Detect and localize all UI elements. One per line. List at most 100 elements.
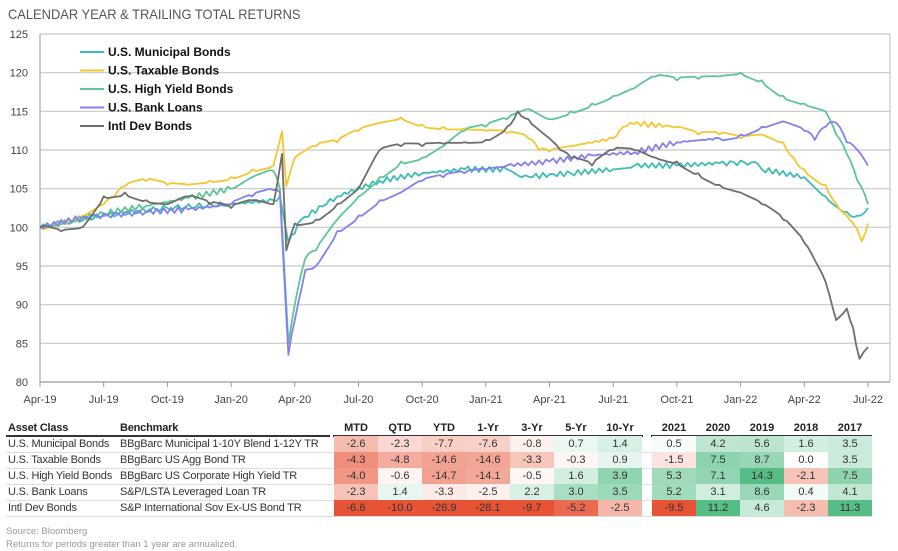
y-tick-label: 85 bbox=[16, 338, 28, 350]
column-header: Asset Class bbox=[8, 422, 69, 434]
x-tick-label: Apr-20 bbox=[278, 394, 311, 406]
return-cell: -3.3 bbox=[510, 452, 554, 468]
return-cell: -14.6 bbox=[466, 452, 510, 468]
return-cell: 3.1 bbox=[696, 484, 740, 500]
y-tick-label: 95 bbox=[16, 261, 28, 273]
benchmark-cell: BBgBarc Municipal 1-10Y Blend 1-12Y TR bbox=[120, 438, 319, 450]
x-tick-label: Apr-19 bbox=[23, 394, 56, 406]
x-tick-label: Jan-22 bbox=[724, 394, 758, 406]
return-cell: -5.2 bbox=[554, 500, 598, 516]
x-tick-label: Jul-21 bbox=[598, 394, 628, 406]
return-cell: 0.4 bbox=[784, 484, 828, 500]
legend-label-loans: U.S. Bank Loans bbox=[108, 101, 203, 115]
return-cell: -2.3 bbox=[784, 500, 828, 516]
header-rule bbox=[651, 435, 872, 437]
x-tick-label: Apr-21 bbox=[533, 394, 566, 406]
return-cell: 3.0 bbox=[554, 484, 598, 500]
return-cell: -0.6 bbox=[378, 468, 422, 484]
return-cell: 3.5 bbox=[598, 484, 642, 500]
return-cell: -14.1 bbox=[466, 468, 510, 484]
return-cell: -4.3 bbox=[334, 452, 378, 468]
return-cell: 1.6 bbox=[554, 468, 598, 484]
annualized-note: Returns for periods greater than 1 year … bbox=[6, 539, 238, 550]
return-cell: -28.1 bbox=[466, 500, 510, 516]
legend-label-muni: U.S. Municipal Bonds bbox=[108, 45, 231, 59]
x-tick-label: Jul-22 bbox=[853, 394, 883, 406]
return-cell: -3.3 bbox=[422, 484, 466, 500]
table-row: U.S. Municipal Bonds BBgBarc Municipal 1-… bbox=[6, 436, 872, 453]
benchmark-cell: S&P International Sov Ex-US Bond TR bbox=[120, 502, 302, 514]
return-cell: -2.1 bbox=[784, 468, 828, 484]
x-tick-label: Oct-21 bbox=[660, 394, 693, 406]
series-line-muni bbox=[39, 159, 869, 244]
return-cell: -2.5 bbox=[598, 500, 642, 516]
column-header: QTD bbox=[388, 422, 412, 434]
return-cell: 4.1 bbox=[828, 484, 872, 500]
y-tick-label: 120 bbox=[10, 68, 28, 80]
return-cell: -26.9 bbox=[422, 500, 466, 516]
column-header: 2021 bbox=[661, 422, 687, 434]
x-tick-label: Jan-20 bbox=[214, 394, 248, 406]
return-cell: -6.6 bbox=[334, 500, 378, 516]
return-cell: -0.8 bbox=[510, 436, 554, 452]
column-header: Benchmark bbox=[120, 422, 179, 434]
column-header: 2020 bbox=[705, 422, 731, 434]
y-tick-label: 110 bbox=[10, 145, 28, 157]
benchmark-cell: S&P/LSTA Leveraged Loan TR bbox=[120, 486, 267, 498]
y-tick-label: 100 bbox=[10, 222, 28, 234]
benchmark-cell: BBgBarc US Corporate High Yield TR bbox=[120, 470, 298, 482]
return-cell: -7.7 bbox=[422, 436, 466, 452]
return-cell: 8.6 bbox=[740, 484, 784, 500]
return-cell: -2.3 bbox=[378, 436, 422, 452]
return-cell: 0.7 bbox=[554, 436, 598, 452]
column-header: 1-Yr bbox=[477, 422, 499, 434]
return-cell: 7.1 bbox=[696, 468, 740, 484]
return-cell: 3.5 bbox=[828, 436, 872, 452]
return-cell: 7.5 bbox=[828, 468, 872, 484]
column-header: YTD bbox=[433, 422, 455, 434]
return-cell: -7.6 bbox=[466, 436, 510, 452]
return-cell: 7.5 bbox=[696, 452, 740, 468]
return-cell: 0.9 bbox=[598, 452, 642, 468]
return-cell: -2.3 bbox=[334, 484, 378, 500]
column-header: 3-Yr bbox=[521, 422, 543, 434]
series-line-loans bbox=[39, 120, 869, 356]
return-cell: 4.6 bbox=[740, 500, 784, 516]
asset-class-cell: Intl Dev Bonds bbox=[8, 502, 77, 514]
return-cell: 1.4 bbox=[598, 436, 642, 452]
return-cell: 11.2 bbox=[696, 500, 740, 516]
x-tick-label: Jul-20 bbox=[343, 394, 373, 406]
asset-class-cell: U.S. Municipal Bonds bbox=[8, 438, 110, 450]
return-cell: 8.7 bbox=[740, 452, 784, 468]
return-cell: -2.5 bbox=[466, 484, 510, 500]
x-tick-label: Jul-19 bbox=[89, 394, 119, 406]
line-chart: 80 85 90 95 100 105 110 115 120 125 Apr-19 Jul-19 Oc… bbox=[10, 29, 891, 406]
column-header: 10-Yr bbox=[606, 422, 634, 434]
return-cell: -4.8 bbox=[378, 452, 422, 468]
table-row: U.S. Bank Loans S&P/LSTA Leveraged Loan T… bbox=[6, 484, 872, 501]
y-tick-label: 105 bbox=[10, 184, 28, 196]
column-header: MTD bbox=[344, 422, 368, 434]
y-tick-label: 125 bbox=[10, 29, 28, 41]
return-cell: 5.6 bbox=[740, 436, 784, 452]
y-tick-label: 90 bbox=[16, 300, 28, 312]
return-cell: 3.9 bbox=[598, 468, 642, 484]
column-header: 2019 bbox=[749, 422, 775, 434]
return-cell: -0.3 bbox=[554, 452, 598, 468]
return-cell: -1.5 bbox=[652, 452, 696, 468]
table-row: U.S. High Yield Bonds BBgBarc US Corporat… bbox=[6, 468, 872, 485]
return-cell: 0.0 bbox=[784, 452, 828, 468]
return-cell: -9.7 bbox=[510, 500, 554, 516]
return-cell: -2.6 bbox=[334, 436, 378, 452]
column-header: 2018 bbox=[793, 422, 819, 434]
return-cell: 0.5 bbox=[652, 436, 696, 452]
series-line-taxable bbox=[39, 116, 869, 243]
return-cell: -14.7 bbox=[422, 468, 466, 484]
return-cell: 1.4 bbox=[378, 484, 422, 500]
return-cell: 1.6 bbox=[784, 436, 828, 452]
legend-label-taxable: U.S. Taxable Bonds bbox=[108, 64, 219, 78]
return-cell: -9.5 bbox=[652, 500, 696, 516]
column-header: 2017 bbox=[837, 422, 863, 434]
x-tick-label: Oct-20 bbox=[406, 394, 439, 406]
